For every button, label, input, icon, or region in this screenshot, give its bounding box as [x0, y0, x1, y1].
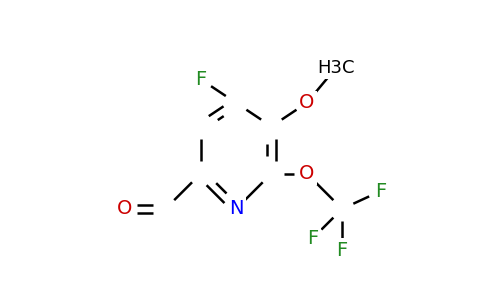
- Text: F: F: [336, 241, 348, 260]
- Text: H3C: H3C: [318, 58, 355, 76]
- Text: F: F: [375, 182, 386, 201]
- Text: N: N: [229, 200, 243, 218]
- Text: O: O: [299, 164, 315, 183]
- Text: O: O: [299, 93, 315, 112]
- Text: F: F: [307, 229, 318, 248]
- Text: F: F: [195, 70, 206, 89]
- Text: O: O: [117, 200, 132, 218]
